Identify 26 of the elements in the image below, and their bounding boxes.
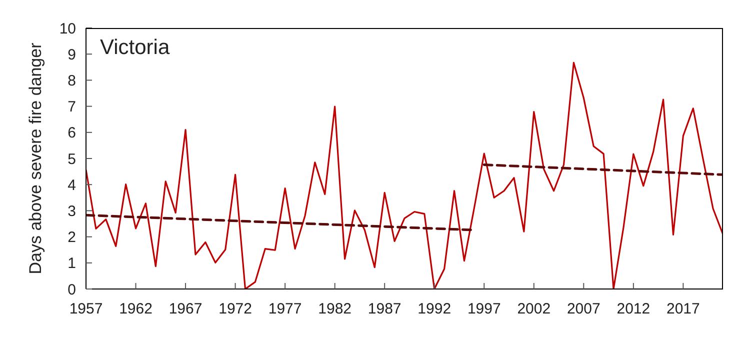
x-tick-label: 1982 bbox=[318, 300, 352, 318]
y-axis-title: Days above severe fire danger bbox=[26, 42, 46, 274]
x-tick-label: 1967 bbox=[168, 300, 202, 318]
x-tick-label: 1992 bbox=[418, 300, 452, 318]
x-tick-label: 2007 bbox=[566, 300, 600, 318]
y-tick-label: 5 bbox=[68, 150, 76, 168]
y-tick-label: 7 bbox=[68, 98, 76, 116]
x-tick-label: 2012 bbox=[616, 300, 650, 318]
y-tick-label: 2 bbox=[68, 229, 76, 246]
y-tick-label: 1 bbox=[68, 255, 76, 272]
x-tick-label: 2002 bbox=[517, 300, 551, 318]
chart-title: Victoria bbox=[100, 36, 170, 60]
y-tick-label: 10 bbox=[59, 20, 76, 38]
x-tick-label: 1977 bbox=[268, 300, 302, 318]
y-tick-label: 8 bbox=[68, 72, 76, 90]
x-tick-label: 1987 bbox=[368, 300, 402, 318]
x-tick-label: 1997 bbox=[467, 300, 501, 318]
y-tick-label: 0 bbox=[68, 281, 76, 298]
x-tick-label: 2017 bbox=[666, 300, 700, 318]
y-tick-label: 9 bbox=[68, 46, 76, 64]
x-tick-label: 1972 bbox=[218, 300, 252, 318]
y-tick-label: 3 bbox=[68, 203, 76, 220]
x-tick-label: 1962 bbox=[119, 300, 152, 318]
y-tick-label: 4 bbox=[68, 176, 76, 194]
x-tick-label: 1957 bbox=[69, 300, 103, 318]
y-tick-label: 6 bbox=[68, 124, 76, 142]
